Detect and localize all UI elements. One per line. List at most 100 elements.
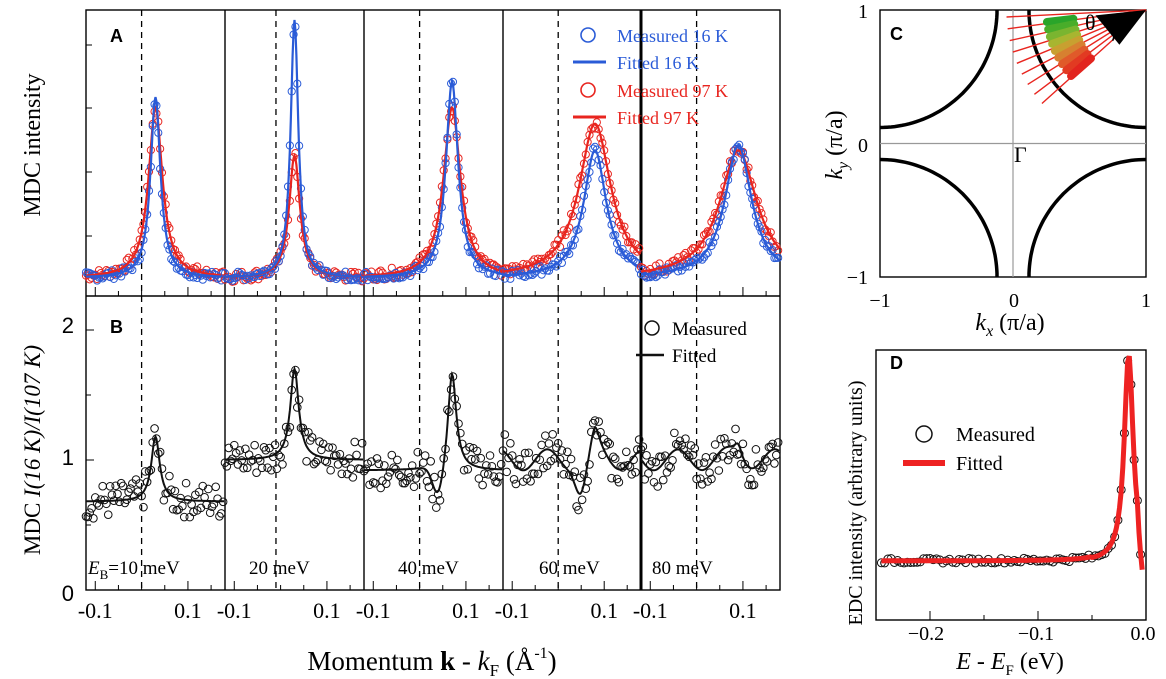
mdc-point-97k	[376, 266, 385, 275]
ratio-point	[570, 467, 580, 477]
ratio-point	[636, 444, 646, 454]
shared-xlabel: Momentum k - kF (Å-1)	[307, 645, 556, 679]
ratio-point	[623, 460, 633, 470]
legend-fitted-97k: Fitted 97 K	[617, 108, 699, 128]
xtick-label-pos: 0.1	[452, 598, 480, 623]
ratio-point	[744, 480, 753, 490]
ratio-point	[496, 459, 506, 469]
ratio-point	[723, 455, 733, 465]
ratio-point	[751, 445, 761, 454]
panel-a-legend: Measured 16 K Fitted 16 K Measured 97 K …	[573, 26, 728, 128]
panel-b-ytick-0: 0	[62, 581, 74, 606]
ratio-fit-line	[85, 434, 225, 503]
ratio-point	[168, 504, 178, 514]
panel-b-ytick-1: 1	[62, 445, 74, 470]
ratio-point	[224, 443, 234, 453]
mdc-point-97k	[546, 250, 555, 259]
ratio-point	[585, 460, 594, 469]
ratio-point	[485, 451, 495, 460]
ratio-point	[588, 418, 598, 428]
ratio-point	[699, 458, 709, 467]
ratio-point	[773, 438, 783, 447]
ratio-point	[116, 478, 126, 488]
panel-c-ytick-1: 0	[858, 135, 868, 157]
ratio-point	[426, 456, 436, 466]
energy-label-60: 60 meV	[539, 558, 600, 579]
ratio-point	[328, 443, 337, 452]
band-segment	[1050, 35, 1084, 55]
fermi-surface-arc	[879, 157, 999, 277]
ratio-point	[406, 473, 415, 482]
ratio-point	[300, 427, 309, 437]
panel-ab-frame	[85, 9, 781, 591]
ratio-point	[692, 474, 701, 484]
fermi-surface-arc	[879, 10, 999, 130]
ratio-point	[435, 496, 445, 505]
ratio-point	[350, 437, 360, 447]
panel-b-ylabel: MDC I(16 K)/I(107 K)	[20, 345, 45, 555]
ratio-point	[707, 474, 716, 484]
band-segment	[1044, 20, 1079, 34]
ratio-point	[96, 495, 106, 504]
ratio-point	[257, 463, 267, 473]
ratio-fit-line	[640, 442, 780, 472]
panel-b-label: B	[110, 317, 123, 337]
ratio-point	[235, 446, 245, 455]
panel-a-ylabel: MDC intensity	[20, 73, 46, 216]
legend-measured-97k: Measured 97 K	[617, 81, 728, 101]
ratio-point	[139, 502, 148, 512]
panel-a-label: A	[110, 26, 123, 46]
ratio-point	[638, 442, 648, 451]
ratio-point	[229, 440, 239, 450]
ratio-point	[456, 428, 465, 438]
energy-label-40: 40 meV	[398, 558, 459, 579]
ratio-point	[409, 482, 419, 492]
ratio-point	[272, 464, 282, 474]
panel-d-frame	[875, 349, 1147, 621]
fermi-surface-arc	[1027, 10, 1147, 130]
ratio-point	[242, 463, 252, 473]
ratio-point	[374, 459, 384, 469]
ratio-point	[607, 473, 616, 483]
ratio-point	[771, 450, 781, 460]
momentum-cut-line	[1006, 9, 1147, 18]
legend-marker-measured-b	[644, 320, 660, 336]
panel-c-ytick-2: −1	[847, 267, 868, 289]
ratio-point	[333, 460, 343, 469]
legend-measured-d: Measured	[956, 424, 1035, 446]
ratio-point	[359, 466, 369, 476]
panel-c-xtick-0: −1	[869, 290, 890, 312]
ratio-point	[431, 503, 441, 512]
ratio-point	[566, 454, 576, 464]
ratio-point	[317, 445, 326, 455]
ratio-point	[658, 475, 668, 485]
ratio-point	[357, 438, 367, 448]
ratio-point	[339, 456, 348, 466]
ratio-point	[734, 449, 744, 459]
mdc-point-16k	[649, 270, 659, 280]
band-segment	[1042, 14, 1078, 26]
xtick-label-pos: 0.1	[590, 598, 618, 623]
panel-b-ylabel-math: I(16 K)/I(107 K)	[20, 345, 45, 498]
ratio-point	[474, 474, 484, 483]
mdc-point-16k	[126, 264, 135, 273]
ratio-point	[181, 478, 191, 488]
ratio-point	[278, 460, 287, 469]
ratio-point	[506, 439, 515, 448]
ratio-point	[326, 465, 335, 475]
ratio-point	[696, 474, 705, 483]
ratio-point	[226, 456, 235, 466]
ratio-point	[470, 455, 480, 464]
ratio-point	[621, 447, 631, 457]
ratio-point	[653, 482, 662, 491]
ratio-point	[166, 485, 176, 494]
ratio-point	[759, 463, 768, 473]
ratio-point	[98, 481, 107, 491]
ratio-point	[118, 481, 128, 491]
ratio-point	[324, 443, 334, 452]
panel-b-ytick-2: 2	[62, 313, 74, 338]
ratio-point	[126, 484, 135, 493]
ratio-point	[150, 424, 159, 433]
ratio-point	[155, 447, 165, 457]
